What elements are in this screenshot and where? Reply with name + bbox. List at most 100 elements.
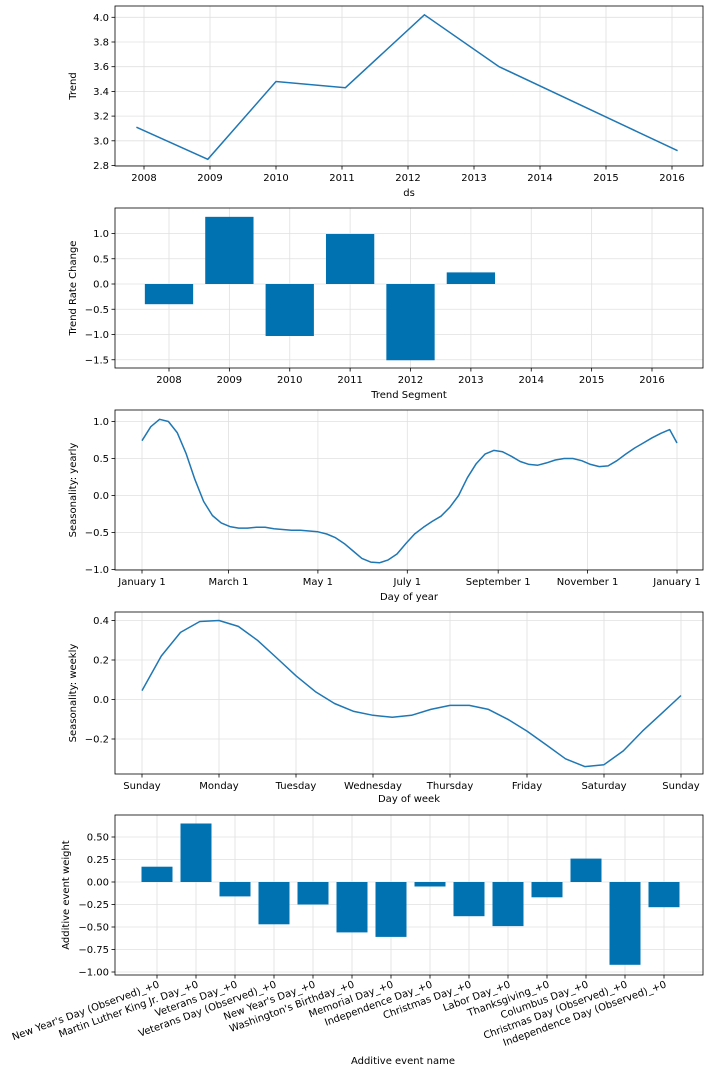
bar xyxy=(144,284,194,305)
y-tick-label: −1.0 xyxy=(85,565,109,576)
y-tick-label: 3.0 xyxy=(93,136,109,147)
y-tick-label: −0.50 xyxy=(78,923,109,934)
y-tick-label: 4.0 xyxy=(93,13,109,24)
x-tick-label: 2015 xyxy=(593,173,618,184)
bar xyxy=(570,858,602,882)
trend-line xyxy=(136,13,678,161)
x-tick-label: 2012 xyxy=(395,173,420,184)
y-tick-label: 1.0 xyxy=(93,417,109,428)
x-tick-label: Friday xyxy=(512,781,542,792)
bar xyxy=(325,234,375,284)
y-axis-label: Seasonality: yearly xyxy=(68,443,79,538)
bar xyxy=(258,882,290,925)
y-tick-label: 3.2 xyxy=(93,112,109,123)
plot-area-trend xyxy=(114,5,704,167)
bar xyxy=(648,882,680,908)
x-tick-label: 2014 xyxy=(519,375,544,386)
bar xyxy=(336,882,368,933)
y-tick-label: 0.2 xyxy=(93,656,109,667)
plot-area-weekly xyxy=(114,611,704,775)
x-axis-label: ds xyxy=(403,188,415,199)
x-tick-label: 2009 xyxy=(217,375,242,386)
y-tick-label: 0.50 xyxy=(87,833,109,844)
y-tick-label: −0.5 xyxy=(85,305,109,316)
y-tick-label: 0.00 xyxy=(87,878,109,889)
y-tick-label: 0.4 xyxy=(93,616,109,627)
x-tick-label: January 1 xyxy=(652,577,700,588)
x-tick-label: 2012 xyxy=(398,375,423,386)
plot-area-yearly xyxy=(114,409,704,571)
plot-area-events xyxy=(114,814,704,976)
x-axis-label: Additive event name xyxy=(351,1056,455,1067)
bar xyxy=(141,866,173,882)
y-tick-label: 0.0 xyxy=(93,695,109,706)
x-axis-label: Day of year xyxy=(380,592,439,603)
x-tick-label: July 1 xyxy=(393,577,422,588)
x-tick-label: 2016 xyxy=(659,173,684,184)
y-tick-label: 2.8 xyxy=(93,161,109,172)
x-tick-label: November 1 xyxy=(557,577,619,588)
x-tick-label: 2016 xyxy=(639,375,664,386)
x-tick-label: 2010 xyxy=(263,173,288,184)
bar xyxy=(375,882,407,937)
y-tick-label: 0.5 xyxy=(93,254,109,265)
weekly-seasonality-line xyxy=(141,619,682,768)
y-tick-label: −0.75 xyxy=(78,945,109,956)
y-axis-label: Seasonality: weekly xyxy=(68,644,79,743)
bar xyxy=(219,882,251,897)
bar xyxy=(297,882,329,905)
x-tick-label: September 1 xyxy=(466,577,531,588)
y-tick-label: 0.0 xyxy=(93,280,109,291)
bar xyxy=(446,272,496,284)
x-tick-label: 2013 xyxy=(461,173,486,184)
x-axis-label: Trend Segment xyxy=(370,390,447,401)
x-tick-label: 2014 xyxy=(527,173,552,184)
x-tick-label: January 1 xyxy=(117,577,165,588)
bar xyxy=(609,882,641,965)
y-tick-label: 1.0 xyxy=(93,229,109,240)
y-tick-label: 3.8 xyxy=(93,38,109,49)
x-tick-label: Tuesday xyxy=(275,781,317,792)
y-axis-label: Trend xyxy=(68,72,79,100)
bar xyxy=(414,882,446,887)
x-tick-label: Sunday xyxy=(123,781,160,792)
x-tick-label: 2008 xyxy=(156,375,181,386)
y-axis-label: Trend Rate Change xyxy=(68,241,79,337)
bar xyxy=(531,882,563,898)
y-tick-label: 3.6 xyxy=(93,62,109,73)
x-tick-label: Thursday xyxy=(426,781,474,792)
bar xyxy=(265,284,314,337)
x-tick-label: Saturday xyxy=(581,781,626,792)
y-tick-label: −0.2 xyxy=(85,735,109,746)
x-tick-label: 2011 xyxy=(329,173,354,184)
y-tick-label: −0.5 xyxy=(85,528,109,539)
yearly-seasonality-line xyxy=(141,418,678,564)
x-tick-label: 2013 xyxy=(458,375,483,386)
y-tick-label: 0.5 xyxy=(93,454,109,465)
x-tick-label: Wednesday xyxy=(344,781,402,792)
bar xyxy=(453,882,485,917)
x-tick-label: 2010 xyxy=(277,375,302,386)
x-tick-label: Monday xyxy=(199,781,239,792)
bar xyxy=(492,882,524,927)
bar xyxy=(386,284,435,361)
x-tick-label: March 1 xyxy=(208,577,248,588)
y-tick-label: 0.0 xyxy=(93,491,109,502)
y-tick-label: 3.4 xyxy=(93,87,109,98)
plot-area-trend-rate-change xyxy=(114,207,704,369)
x-tick-label: May 1 xyxy=(303,577,333,588)
y-tick-label: −1.5 xyxy=(85,355,109,366)
y-tick-label: −0.25 xyxy=(78,900,109,911)
x-tick-label: 2011 xyxy=(337,375,362,386)
x-tick-label: 2015 xyxy=(579,375,604,386)
x-tick-label: 2008 xyxy=(131,173,156,184)
y-tick-label: 0.25 xyxy=(87,855,109,866)
bar xyxy=(205,216,254,284)
x-axis-label: Day of week xyxy=(378,794,440,805)
y-tick-label: −1.00 xyxy=(78,968,109,979)
y-axis-label: Additive event weight xyxy=(61,840,72,950)
bar xyxy=(180,823,212,882)
y-tick-label: −1.0 xyxy=(85,330,109,341)
x-tick-label: 2009 xyxy=(197,173,222,184)
